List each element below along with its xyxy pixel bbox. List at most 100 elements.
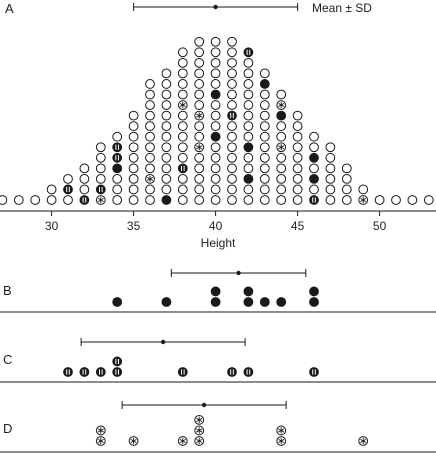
dot xyxy=(243,195,254,205)
dot-group-b xyxy=(309,152,319,163)
dot xyxy=(177,121,188,132)
dot xyxy=(95,142,106,153)
dot xyxy=(210,68,221,79)
dot-group-b xyxy=(243,142,254,153)
dot xyxy=(309,142,319,153)
dot xyxy=(358,184,369,195)
dot xyxy=(227,36,237,47)
panel-a-dots xyxy=(0,36,434,205)
dot xyxy=(227,152,237,163)
dot xyxy=(292,184,303,195)
dot xyxy=(128,142,139,153)
dot xyxy=(0,195,8,205)
dot xyxy=(128,163,139,174)
dot xyxy=(145,79,155,89)
dot xyxy=(292,152,303,163)
dot xyxy=(276,131,287,142)
dot xyxy=(341,195,352,205)
dot xyxy=(145,163,155,174)
dot xyxy=(194,121,205,132)
dot xyxy=(243,100,254,110)
dot xyxy=(243,68,254,79)
dot-group-c xyxy=(309,367,319,377)
dot-group-d xyxy=(194,110,205,121)
dot-group-d xyxy=(276,425,287,436)
dot xyxy=(161,68,172,79)
dot xyxy=(227,184,237,195)
dot-group-b xyxy=(210,131,221,142)
dot-group-d xyxy=(358,436,369,446)
dot-group-c xyxy=(112,367,123,377)
dot xyxy=(227,163,237,174)
dot xyxy=(145,100,155,110)
dot-group-b xyxy=(309,286,319,297)
dot xyxy=(128,152,139,163)
panel-b: B xyxy=(0,269,436,313)
dot xyxy=(63,195,73,205)
dot-group-b xyxy=(161,297,172,307)
dot xyxy=(292,174,303,184)
dot xyxy=(259,131,270,142)
dot xyxy=(177,142,188,153)
dot xyxy=(177,47,188,58)
dot xyxy=(227,100,237,110)
dot xyxy=(210,110,221,121)
panel-d-mean-point xyxy=(201,402,207,408)
dot xyxy=(391,195,401,205)
dot-group-d xyxy=(177,100,188,110)
dot xyxy=(13,195,24,205)
dot xyxy=(161,79,172,89)
panel-a-mean-sd-bar xyxy=(133,3,299,11)
dot-group-b xyxy=(243,297,254,307)
dot-group-d xyxy=(177,436,188,446)
dot xyxy=(243,79,254,89)
dot xyxy=(161,110,172,121)
dot xyxy=(325,184,336,195)
dot xyxy=(309,184,319,195)
dot-group-c xyxy=(63,184,73,195)
dot xyxy=(341,163,352,174)
dot xyxy=(309,131,319,142)
panel-d-letter: D xyxy=(3,421,12,436)
dot xyxy=(259,142,270,153)
dot xyxy=(79,184,90,195)
dot-group-b xyxy=(259,297,270,307)
dot xyxy=(194,89,205,100)
dot xyxy=(145,121,155,132)
dot xyxy=(128,121,139,132)
dot xyxy=(161,152,172,163)
dot xyxy=(194,47,205,58)
dot xyxy=(112,195,123,205)
panel-c-letter: C xyxy=(3,352,12,367)
dot xyxy=(243,121,254,132)
dot xyxy=(227,195,237,205)
dot xyxy=(292,163,303,174)
panel-d-mean-sd-bar xyxy=(121,401,287,409)
panel-b-dots xyxy=(112,286,319,307)
dot xyxy=(46,184,57,195)
dot xyxy=(161,121,172,132)
dot xyxy=(145,152,155,163)
dot xyxy=(259,152,270,163)
dot xyxy=(292,121,303,132)
dot xyxy=(292,131,303,142)
dot-group-b xyxy=(210,286,221,297)
dot xyxy=(292,142,303,153)
dot xyxy=(128,174,139,184)
dot xyxy=(210,163,221,174)
dot xyxy=(30,195,41,205)
dot xyxy=(259,68,270,79)
dot xyxy=(177,195,188,205)
x-tick-label: 35 xyxy=(127,219,141,233)
dot xyxy=(227,68,237,79)
dot-group-d xyxy=(358,195,369,205)
dot-group-c xyxy=(309,195,319,205)
dot xyxy=(259,121,270,132)
dot-group-b xyxy=(210,89,221,100)
dot xyxy=(177,174,188,184)
dot xyxy=(79,174,90,184)
dot xyxy=(210,184,221,195)
dot xyxy=(177,184,188,195)
dot xyxy=(177,152,188,163)
panel-c-mean-point xyxy=(160,339,166,345)
